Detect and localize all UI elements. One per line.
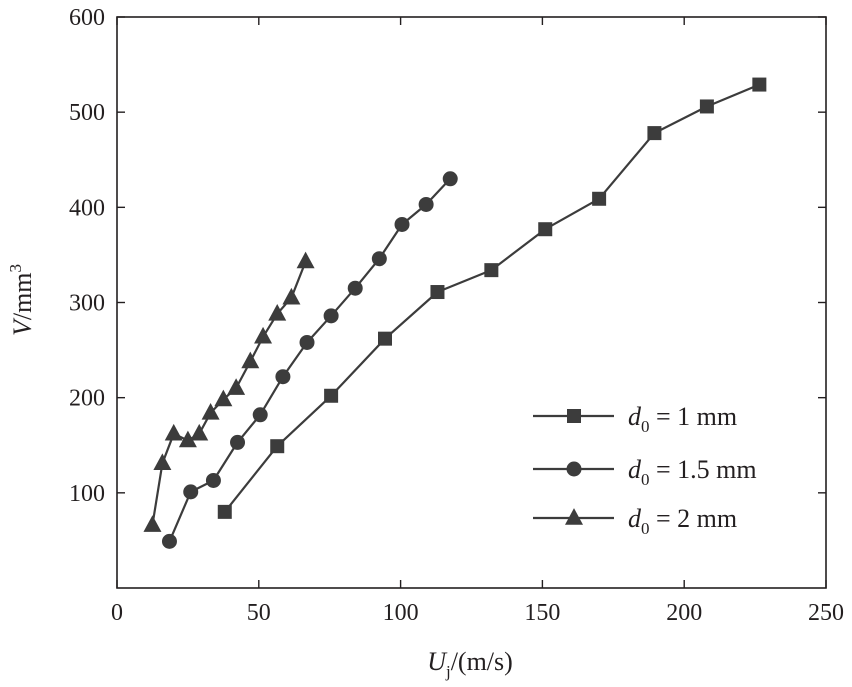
- square-marker: [538, 222, 553, 237]
- legend-label: d0 = 1 mm: [628, 402, 737, 436]
- y-tick-label: 400: [69, 195, 105, 221]
- y-axis-title: V/mm3: [6, 264, 37, 336]
- legend-triangle-marker: [565, 508, 583, 525]
- y-tick-label: 300: [69, 291, 105, 317]
- circle-marker: [183, 484, 199, 500]
- circle-marker: [323, 308, 339, 324]
- series-layer: [143, 77, 767, 549]
- square-marker: [378, 331, 393, 346]
- axis-ticks: [116, 16, 827, 588]
- circle-marker: [230, 434, 246, 450]
- axis-tick-labels: 0 50 100 150 200 250 100 200 300 400 500 600: [69, 5, 844, 626]
- triangle-marker: [190, 423, 209, 441]
- square-marker: [324, 388, 339, 403]
- x-tick-label: 50: [247, 600, 271, 626]
- square-marker: [752, 77, 767, 92]
- x-tick-label: 250: [808, 600, 844, 626]
- x-tick-label: 100: [383, 600, 419, 626]
- legend-text: = 2 mm: [650, 504, 738, 533]
- legend-entry-square: d0 = 1 mm: [533, 402, 737, 436]
- legend-label: d0 = 2 mm: [628, 504, 737, 538]
- series-circle: [161, 171, 458, 549]
- legend-entry-triangle: d0 = 2 mm: [533, 504, 737, 538]
- x-axis-title: Uj/(m/s): [427, 647, 513, 681]
- series-triangle: [143, 251, 315, 532]
- legend-text: = 1 mm: [650, 402, 738, 431]
- legend-text: = 1.5 mm: [650, 455, 757, 484]
- triangle-marker: [241, 351, 260, 369]
- y-tick-label: 500: [69, 100, 105, 126]
- circle-marker: [275, 369, 291, 385]
- square-marker: [699, 99, 714, 114]
- legend-circle-marker: [566, 461, 582, 477]
- plot-border: [116, 16, 827, 589]
- triangle-marker: [164, 423, 183, 441]
- x-tick-label: 150: [524, 600, 560, 626]
- legend-sub: 0: [641, 470, 650, 489]
- legend-var: d: [628, 504, 642, 533]
- legend-var: d: [628, 455, 642, 484]
- circle-marker: [161, 533, 177, 549]
- y-tick-label: 100: [69, 481, 105, 507]
- circle-marker: [394, 216, 410, 232]
- x-axis-title-main: U: [427, 647, 448, 676]
- y-axis-title-rest: /mm: [8, 272, 37, 320]
- series-square: [217, 77, 767, 519]
- square-marker: [484, 263, 499, 278]
- x-tick-label: 200: [666, 600, 702, 626]
- triangle-marker: [282, 287, 301, 305]
- triangle-marker: [153, 453, 172, 471]
- x-axis-title-rest: /(m/s): [451, 647, 513, 676]
- square-marker: [647, 126, 662, 141]
- circle-marker: [442, 171, 458, 187]
- x-tick-label: 0: [111, 600, 123, 626]
- triangle-marker: [178, 430, 197, 448]
- x-axis-title-sub: j: [445, 662, 451, 681]
- square-marker: [592, 191, 607, 206]
- legend-sub: 0: [641, 417, 650, 436]
- plot-frame: [116, 16, 827, 589]
- y-tick-label: 600: [69, 5, 105, 31]
- triangle-marker: [227, 378, 246, 395]
- legend-sub: 0: [641, 519, 650, 538]
- triangle-marker: [254, 326, 273, 344]
- triangle-marker: [143, 515, 162, 532]
- y-axis-title-sup: 3: [6, 264, 25, 273]
- circle-marker: [371, 251, 387, 267]
- y-axis-title-main: V: [8, 317, 37, 336]
- square-marker: [270, 439, 285, 454]
- circle-marker: [418, 196, 434, 212]
- legend-var: d: [628, 402, 642, 431]
- legend-entry-circle: d0 = 1.5 mm: [533, 455, 757, 489]
- circle-marker: [205, 472, 221, 488]
- triangle-marker: [201, 402, 220, 420]
- circle-marker: [299, 334, 315, 350]
- triangle-marker: [214, 389, 233, 407]
- square-marker: [217, 504, 232, 519]
- triangle-marker: [268, 304, 287, 321]
- triangle-marker: [296, 251, 315, 269]
- square-marker: [430, 285, 445, 300]
- legend-square-marker: [567, 409, 581, 423]
- series-line: [223, 83, 760, 513]
- circle-marker: [347, 280, 363, 296]
- legend-label: d0 = 1.5 mm: [628, 455, 757, 489]
- circle-marker: [252, 407, 268, 423]
- y-tick-label: 200: [69, 386, 105, 412]
